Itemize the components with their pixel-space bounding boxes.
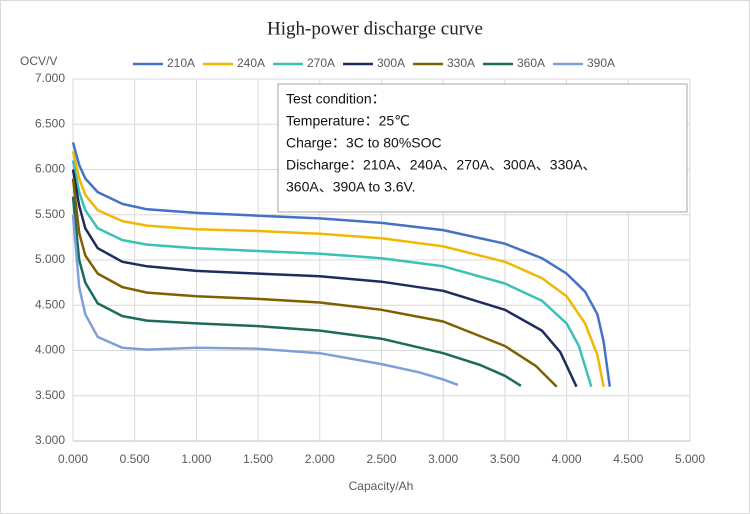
x-tick-label: 2.000 [305,452,335,466]
y-axis-label: OCV/V [20,54,57,68]
series-line [71,160,593,388]
x-tick-label: 4.500 [613,452,643,466]
grid: 3.000 3.500 4.000 4.500 5.000 5.500 6.000 6.500… [35,71,705,466]
x-tick-label: 5.000 [675,452,705,466]
y-tick-label: 6.000 [35,162,65,176]
series-line [71,214,459,387]
x-tick-label: 4.000 [552,452,582,466]
x-tick-label: 0.000 [58,452,88,466]
chart-title: High-power discharge curve [267,18,483,39]
annotation-line: Test condition： [286,91,386,107]
legend: 210A 240A 270A 300A 330A 360A 390A [133,56,615,70]
annotation-line: 360A、390A to 3.6V. [286,179,415,195]
y-tick-label: 5.500 [35,207,65,221]
series-line [71,178,558,388]
x-tick-label: 0.500 [120,452,150,466]
annotation-line: Discharge：210A、240A、270A、300A、330A、 [286,157,597,173]
legend-label: 360A [517,56,545,70]
y-tick-label: 4.500 [35,297,65,311]
y-tick-label: 3.500 [35,388,65,402]
legend-label: 300A [377,56,405,70]
y-tick-label: 5.000 [35,252,65,266]
series-line [71,169,578,388]
annotation-box: Test condition： Temperature：25℃ Charge：3C … [277,83,688,213]
series-line [71,142,612,387]
annotation-frame [277,83,688,213]
legend-label: 210A [167,56,195,70]
x-tick-label: 3.500 [490,452,520,466]
x-axis-label: Capacity/Ah [349,479,414,493]
legend-label: 330A [447,56,475,70]
annotation-line: Temperature：25℃ [286,113,410,129]
legend-label: 240A [237,56,265,70]
plot-lines [71,142,612,388]
x-tick-label: 1.000 [181,452,211,466]
legend-label: 390A [587,56,615,70]
y-tick-label: 7.000 [35,71,65,85]
y-tick-label: 4.000 [35,343,65,357]
series-line [71,151,605,387]
series-line [71,196,522,387]
annotation-line: Charge：3C to 80%SOC [286,135,442,151]
y-tick-label: 6.500 [35,116,65,130]
x-tick-label: 2.500 [366,452,396,466]
y-tick-label: 3.000 [35,433,65,447]
legend-label: 270A [307,56,335,70]
x-tick-label: 3.000 [428,452,458,466]
x-tick-label: 1.500 [243,452,273,466]
